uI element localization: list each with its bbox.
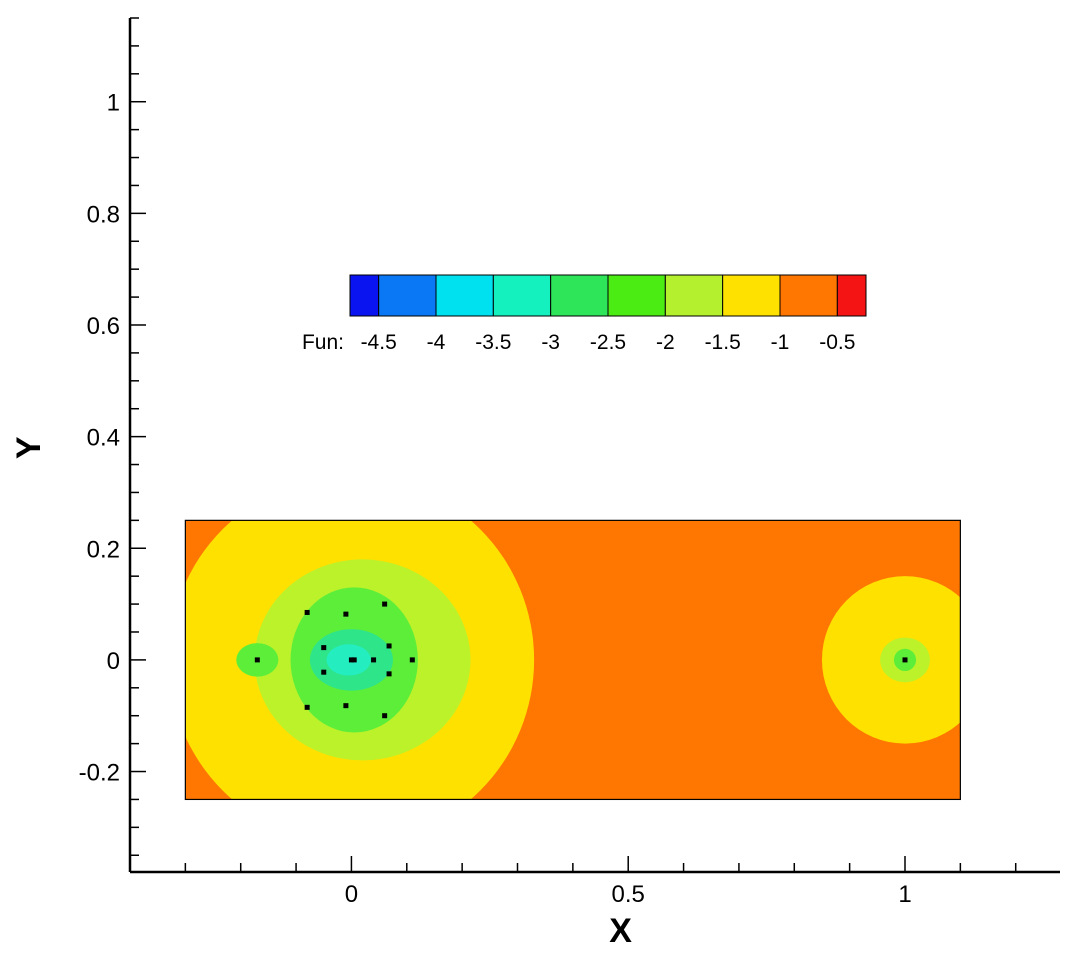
colorbar-swatch — [492, 274, 552, 317]
sample-point-10 — [382, 601, 388, 607]
colorbar-legend: Fun: -4.5 -4 -3.5 -3 -2.5 -2 -1.5 -1 -0.5 — [302, 274, 867, 354]
colorbar-swatches — [349, 274, 867, 317]
colorbar-swatch — [836, 274, 867, 317]
sample-point-8 — [351, 657, 357, 663]
sample-point-15 — [902, 657, 908, 663]
colorbar-level-label: -3 — [541, 331, 560, 354]
colorbar-swatch — [550, 274, 609, 317]
colorbar-swatch — [435, 274, 494, 317]
y-axis-title: Y — [10, 436, 48, 459]
x-tick-label: 0.5 — [612, 881, 645, 908]
y-tick-label: 1 — [107, 90, 120, 117]
x-axis-title: X — [609, 912, 632, 950]
x-axis-ticks: 0 0.5 1 — [129, 856, 1017, 908]
y-tick-label: -0.2 — [79, 760, 120, 787]
y-tick-label: 0.2 — [87, 536, 120, 563]
sample-points — [254, 601, 908, 719]
sample-point-13 — [386, 671, 392, 677]
sample-point-0 — [254, 657, 260, 663]
colorbar-swatch — [722, 274, 781, 317]
sample-point-6 — [343, 703, 349, 709]
axes: 0 0.5 1 -0.200.20.40.60.81 — [79, 17, 1060, 908]
colorbar-level-label: -1 — [771, 331, 790, 354]
sample-point-11 — [382, 713, 388, 719]
sample-point-2 — [304, 704, 310, 710]
sample-point-14 — [409, 657, 415, 663]
colorbar-swatch — [607, 274, 666, 317]
colorbar-swatch — [779, 274, 838, 317]
sample-point-7 — [348, 657, 354, 663]
colorbar-swatch — [349, 274, 380, 317]
colorbar-level-label: -2.5 — [590, 331, 626, 354]
colorbar-title: Fun: — [302, 331, 344, 354]
colorbar-swatch — [378, 274, 437, 317]
y-tick-label: 0.8 — [87, 201, 120, 228]
x-tick-label: 1 — [898, 881, 911, 908]
colorbar-level-label: -3.5 — [475, 331, 511, 354]
y-axis-ticks: -0.2 0 0.2 0.4 0.6 0.8 1 — [79, 17, 146, 857]
colorbar-level-label: -0.5 — [819, 331, 855, 354]
contour-domain — [185, 520, 961, 800]
sample-point-5 — [343, 611, 349, 617]
colorbar-level-label: -4.5 — [361, 331, 397, 354]
colorbar-labels: -4.5 -4 -3.5 -3 -2.5 -2 -1.5 -1 -0.5 — [361, 331, 856, 354]
colorbar-swatch — [664, 274, 724, 317]
sample-point-9 — [371, 657, 377, 663]
x-tick-label: 0 — [345, 881, 358, 908]
colorbar-level-label: -2 — [656, 331, 675, 354]
contour-region-5 — [326, 644, 371, 676]
y-tick-label: 0 — [107, 648, 120, 675]
domain-border — [184, 519, 961, 801]
sample-point-12 — [386, 643, 392, 649]
sample-point-1 — [304, 609, 310, 615]
colorbar-level-label: -4 — [427, 331, 446, 354]
y-tick-label: 0.4 — [87, 425, 120, 452]
y-tick-label: 0.6 — [87, 313, 120, 340]
sample-point-4 — [321, 669, 327, 675]
sample-point-3 — [321, 645, 327, 651]
colorbar-level-label: -1.5 — [705, 331, 741, 354]
